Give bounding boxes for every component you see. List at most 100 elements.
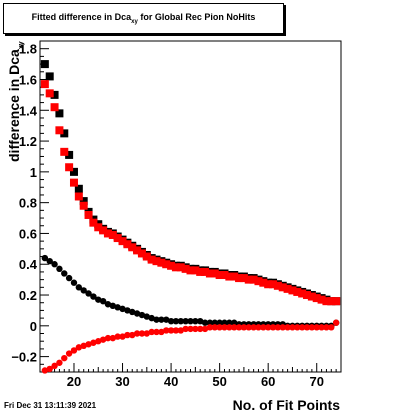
data-point [104,334,112,342]
data-point [215,271,224,280]
data-point [50,103,59,112]
data-point [109,302,117,309]
data-point [75,344,83,351]
data-point [41,367,49,374]
data-point [278,283,287,292]
chart-title-box: Fitted difference in Dcaxy for Global Re… [3,3,284,34]
y-tick-label: 0.4 [19,257,38,272]
data-point [293,287,302,296]
data-point [129,308,136,316]
data-point [201,267,210,276]
data-point [191,266,200,275]
data-point [129,331,136,339]
data-point [79,197,88,206]
data-point [313,324,320,331]
data-point [124,307,131,314]
data-point [158,316,165,323]
data-point [50,90,59,99]
data-point [153,316,160,323]
data-point [230,324,238,331]
data-point [269,324,277,331]
data-point [259,278,268,287]
data-point [90,293,97,300]
data-point [254,277,263,286]
x-tick-label: 40 [164,374,178,389]
data-point [332,319,340,326]
data-point [167,327,175,334]
data-point [80,287,87,294]
data-point [103,229,112,238]
data-point [294,324,301,331]
data-point [182,317,189,325]
data-point [192,325,199,333]
data-point [172,327,180,334]
y-tick-label: 0.6 [19,226,37,241]
data-point [239,274,248,283]
data-point [327,297,336,306]
data-point [99,336,107,343]
data-point [167,261,176,270]
data-point [74,192,83,201]
data-point [205,269,214,278]
data-point [51,261,58,268]
data-point [220,271,229,280]
data-point [70,279,78,286]
y-tick-label: 1.4 [19,103,38,118]
data-point [40,60,49,69]
data-point [211,324,218,331]
data-point [201,319,209,326]
data-point [148,328,155,336]
data-point [114,304,121,311]
data-point [119,333,126,340]
data-point [201,325,209,333]
data-point [45,89,54,98]
timestamp-label: Fri Dec 31 13:11:39 2021 [4,401,97,410]
data-point [128,243,137,252]
data-point [317,295,326,304]
data-point [56,265,63,273]
data-point [322,297,331,306]
data-point [85,290,92,297]
data-point [260,324,267,331]
data-point [167,317,175,325]
data-point [284,324,291,331]
data-point [55,109,64,118]
data-point [152,257,161,266]
data-point [225,272,234,281]
data-point [61,270,68,277]
data-point [255,324,262,331]
data-point [95,296,102,303]
y-tick-label: 1.6 [19,72,37,87]
data-point [133,246,142,255]
y-tick-label: 0.8 [19,196,37,211]
x-tick-label: 70 [309,374,323,389]
data-point [143,330,151,337]
data-point [40,80,49,89]
data-point [210,269,219,278]
data-point [312,294,321,303]
data-point [244,275,253,284]
data-point [137,249,146,258]
data-point [158,328,165,336]
data-point [104,301,112,308]
data-point [226,319,233,326]
data-point [51,362,58,370]
data-point [109,334,117,342]
data-point [75,284,83,291]
data-point [138,311,146,319]
data-point [182,325,189,333]
data-point [289,324,296,331]
data-point [89,218,98,227]
data-point [118,237,127,246]
y-tick-label: −0.2 [11,350,37,365]
data-point [216,324,223,331]
data-point [172,317,180,325]
data-point [264,324,272,331]
x-tick-label: 60 [261,374,275,389]
data-point [46,257,53,265]
data-point [45,72,54,81]
data-point [197,325,204,333]
x-axis-label: No. of Fit Points [232,397,340,413]
data-point [94,223,103,232]
data-point [84,210,93,219]
